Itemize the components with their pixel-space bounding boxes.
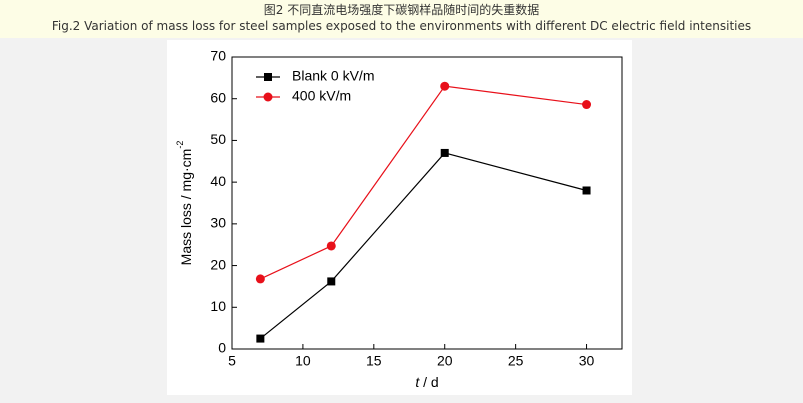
marker xyxy=(440,81,450,91)
y-axis-label: Mass loss / mg·cm-2 xyxy=(175,141,193,266)
x-axis-var: t xyxy=(415,374,420,390)
y-axis-text: Mass loss / mg·cm xyxy=(178,149,194,266)
plot-frame xyxy=(231,56,623,350)
caption-zh: 图2 不同直流电场强度下碳钢样品随时间的失重数据 xyxy=(263,3,540,17)
caption: 图2 不同直流电场强度下碳钢样品随时间的失重数据 Fig.2 Variation… xyxy=(0,0,803,38)
marker xyxy=(440,148,449,157)
x-tick-label: 25 xyxy=(508,353,524,369)
x-tick-label: 10 xyxy=(295,353,311,369)
legend-label: 400 kV/m xyxy=(292,88,351,104)
caption-en: Fig.2 Variation of mass loss for steel s… xyxy=(51,19,752,33)
y-tick-label: 70 xyxy=(210,48,226,64)
x-tick-label: 30 xyxy=(579,353,595,369)
y-tick-label: 40 xyxy=(210,173,226,189)
marker xyxy=(256,334,265,343)
y-tick-label: 0 xyxy=(218,340,226,356)
legend-label: Blank 0 kV/m xyxy=(292,68,374,84)
chart-bg xyxy=(167,40,632,395)
y-tick-label: 20 xyxy=(210,256,226,272)
y-tick-label: 30 xyxy=(210,215,226,231)
series-line xyxy=(259,152,587,340)
marker xyxy=(327,277,336,286)
marker xyxy=(255,274,265,284)
legend-marker xyxy=(263,92,273,102)
series-line xyxy=(260,85,587,280)
y-tick-label: 10 xyxy=(210,298,226,314)
x-tick-label: 15 xyxy=(366,353,382,369)
x-axis-label: t / d xyxy=(415,374,438,390)
marker xyxy=(582,100,592,110)
marker xyxy=(582,186,591,195)
y-axis-sup: -2 xyxy=(175,141,185,149)
x-axis-unit: / d xyxy=(423,374,439,390)
y-tick-label: 50 xyxy=(210,131,226,147)
chart: 5 10 15 20 25 30 0 10 20 30 40 50 60 70 t / d Mass loss… xyxy=(167,40,632,395)
legend-marker xyxy=(264,73,272,81)
marker xyxy=(326,241,336,251)
x-tick-label: 5 xyxy=(228,353,236,369)
x-tick-label: 20 xyxy=(437,353,453,369)
y-tick-label: 60 xyxy=(210,89,226,105)
